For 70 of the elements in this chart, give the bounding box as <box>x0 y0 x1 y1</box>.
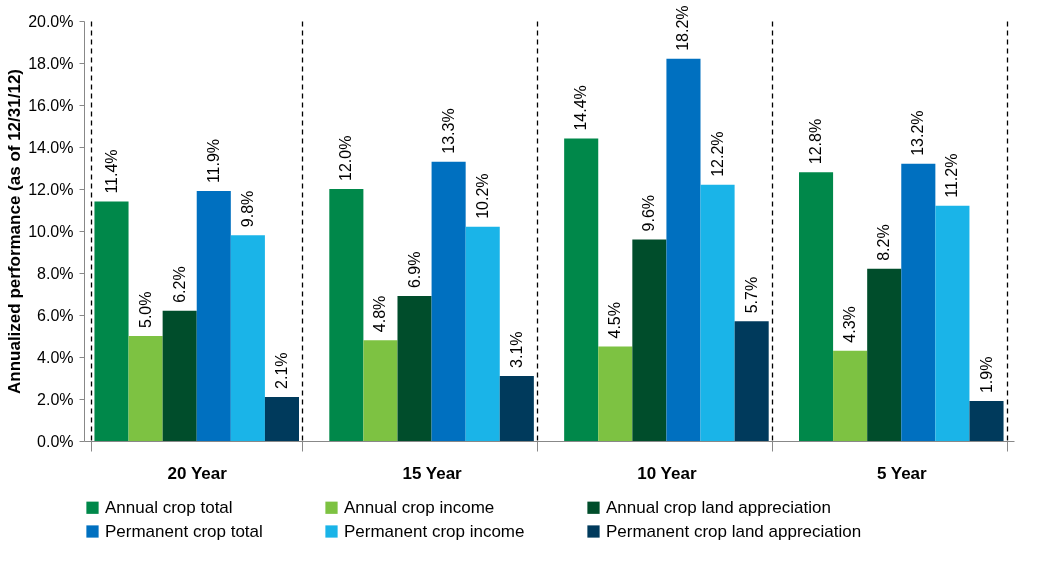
y-tick-label: 4.0% <box>37 348 74 366</box>
data-label: 11.4% <box>102 149 120 194</box>
legend-label: Annual crop total <box>105 497 233 517</box>
data-label: 14.4% <box>572 85 590 131</box>
bar <box>901 163 936 441</box>
legend-label: Annual crop land appreciation <box>606 497 831 517</box>
y-tick-label: 10.0% <box>28 222 74 240</box>
bar <box>598 346 633 441</box>
data-label: 5.0% <box>136 291 154 328</box>
bar <box>264 396 299 441</box>
data-label: 3.1% <box>507 331 525 368</box>
data-label: 11.2% <box>943 153 961 198</box>
y-tick-label: 14.0% <box>28 138 74 156</box>
data-label: 4.8% <box>371 295 389 333</box>
bar <box>935 205 970 441</box>
bar <box>833 350 868 441</box>
bar <box>162 310 197 441</box>
bar <box>431 161 466 441</box>
legend-label: Permanent crop land appreciation <box>606 521 862 541</box>
bar <box>867 268 902 441</box>
y-tick-label: 16.0% <box>28 96 74 114</box>
data-label: 13.2% <box>909 110 927 156</box>
data-label: 10.2% <box>473 173 491 219</box>
data-label: 9.6% <box>640 194 658 232</box>
data-label: 12.2% <box>708 131 726 177</box>
bar <box>632 239 667 441</box>
bar <box>734 321 769 441</box>
data-label: 11.9% <box>204 138 222 184</box>
x-tick-label: 15 Year <box>402 463 463 483</box>
y-tick-label: 0.0% <box>37 432 74 450</box>
y-tick-label: 12.0% <box>28 180 74 198</box>
data-label: 2.1% <box>272 352 290 389</box>
data-label: 1.9% <box>977 356 995 394</box>
bar <box>969 401 1004 441</box>
data-label: 18.2% <box>674 5 692 51</box>
y-tick-label: 6.0% <box>37 306 74 324</box>
data-label: 9.8% <box>238 190 256 228</box>
x-tick-label: 20 Year <box>167 463 228 483</box>
legend-label: Permanent crop total <box>105 521 263 541</box>
data-label: 13.3% <box>439 108 457 154</box>
y-tick-label: 20.0% <box>28 12 74 30</box>
bar <box>230 235 265 441</box>
bar <box>397 296 432 441</box>
y-tick-label: 2.0% <box>37 390 74 408</box>
y-tick-label: 8.0% <box>37 264 74 282</box>
bar <box>700 184 735 441</box>
data-label: 4.3% <box>841 306 859 343</box>
data-label: 6.2% <box>170 266 188 303</box>
data-label: 5.7% <box>742 276 760 314</box>
y-tick-label: 18.0% <box>28 54 74 72</box>
bar <box>666 58 701 441</box>
bar <box>329 189 364 441</box>
legend-label: Permanent crop income <box>344 521 525 541</box>
bar <box>128 336 163 441</box>
bar <box>465 226 500 441</box>
legend-label: Annual crop income <box>344 497 495 517</box>
y-axis-title: Annualized performance (as of 12/31/12) <box>5 69 25 394</box>
bar <box>196 191 231 441</box>
data-label: 4.5% <box>606 302 624 339</box>
bar <box>363 340 398 441</box>
data-label: 6.9% <box>405 251 423 289</box>
data-label: 8.2% <box>875 224 893 261</box>
x-tick-label: 5 Year <box>876 463 928 483</box>
bar <box>564 138 599 441</box>
bar <box>799 172 834 441</box>
bar <box>94 201 129 441</box>
data-label: 12.0% <box>337 135 355 181</box>
bar <box>499 375 534 441</box>
x-tick-label: 10 Year <box>637 463 697 483</box>
data-label: 12.8% <box>807 118 825 165</box>
